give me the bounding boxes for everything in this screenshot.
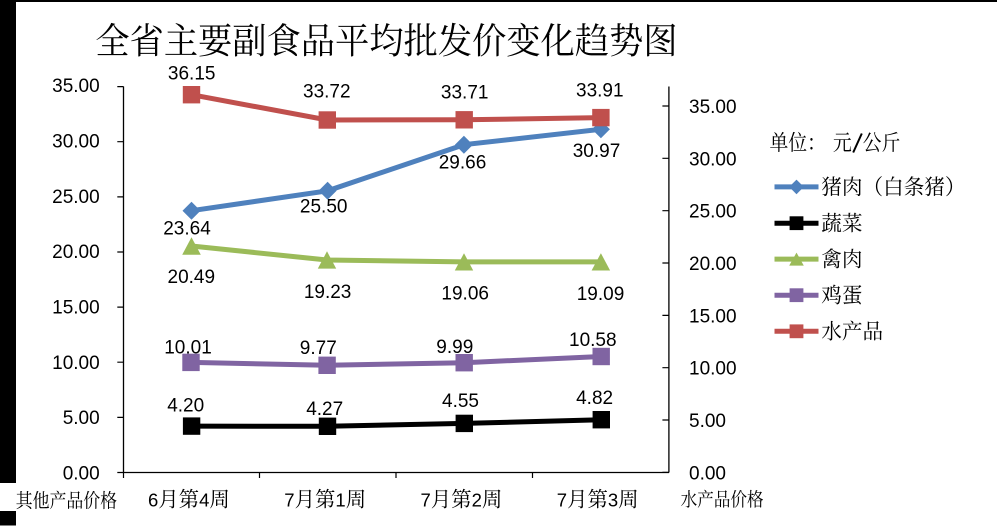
svg-text:35.00: 35.00 [689,97,737,118]
svg-text:23.64: 23.64 [163,218,211,239]
svg-text:30.00: 30.00 [52,132,100,153]
svg-text:30.00: 30.00 [689,149,737,170]
svg-text:5.00: 5.00 [63,408,100,429]
svg-text:36.15: 36.15 [168,63,216,84]
svg-text:4: 4 [199,490,209,511]
svg-text:3: 3 [608,490,618,511]
svg-text:29.66: 29.66 [439,153,487,174]
svg-text:4.82: 4.82 [576,388,613,409]
svg-text:25.00: 25.00 [689,202,737,223]
svg-text:19.06: 19.06 [441,284,489,305]
svg-text:7: 7 [421,490,431,511]
svg-text:4.20: 4.20 [167,395,204,416]
svg-text:33.71: 33.71 [441,83,489,104]
svg-text:25.50: 25.50 [300,197,348,218]
svg-text:6: 6 [148,490,158,511]
svg-text:20.00: 20.00 [52,242,100,263]
svg-text:9.99: 9.99 [436,337,473,358]
svg-text:25.00: 25.00 [52,187,100,208]
svg-text:20.00: 20.00 [689,254,737,275]
svg-text:20.49: 20.49 [168,267,216,288]
svg-text:0.00: 0.00 [689,463,726,484]
svg-text:10.58: 10.58 [569,330,617,351]
svg-text:9.77: 9.77 [300,338,337,359]
svg-text:7: 7 [557,490,567,511]
svg-text:15.00: 15.00 [689,306,737,327]
svg-text:1: 1 [335,490,345,511]
svg-text:33.72: 33.72 [303,82,351,103]
svg-text:19.23: 19.23 [304,282,352,303]
svg-text:4.55: 4.55 [442,391,479,412]
svg-text:10.00: 10.00 [689,359,737,380]
svg-text:19.09: 19.09 [577,284,625,305]
svg-text:5.00: 5.00 [689,411,726,432]
svg-text:4.27: 4.27 [306,399,343,420]
svg-text:10.01: 10.01 [164,338,212,359]
svg-text:35.00: 35.00 [52,76,100,97]
svg-text:7: 7 [284,490,294,511]
svg-text:33.91: 33.91 [576,81,624,102]
svg-text:15.00: 15.00 [52,298,100,319]
svg-text:30.97: 30.97 [573,141,621,162]
svg-text:2: 2 [472,490,482,511]
svg-text:0.00: 0.00 [63,464,100,485]
svg-text:10.00: 10.00 [52,353,100,374]
